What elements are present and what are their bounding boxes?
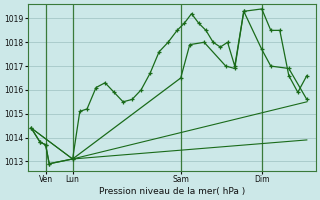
X-axis label: Pression niveau de la mer( hPa ): Pression niveau de la mer( hPa ) [99,187,245,196]
